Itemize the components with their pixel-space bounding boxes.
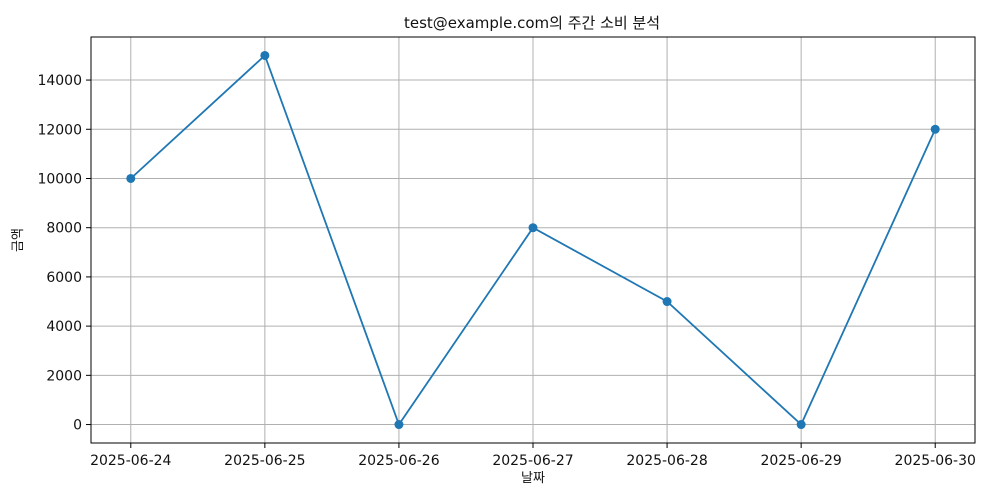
y-tick-label: 6000 (46, 270, 82, 286)
y-tick-label: 12000 (37, 122, 82, 138)
x-tick-label: 2025-06-24 (90, 453, 171, 469)
y-tick-label: 2000 (46, 368, 82, 384)
y-tick-label: 8000 (46, 221, 82, 237)
x-tick-label: 2025-06-26 (358, 453, 439, 469)
y-tick-label: 10000 (37, 171, 82, 187)
x-tick-label: 2025-06-25 (224, 453, 305, 469)
y-axis: 0 2000 4000 6000 8000 10000 12000 14000 (37, 73, 91, 434)
data-point-2025-06-26 (394, 420, 404, 430)
data-point-2025-06-30 (930, 124, 940, 134)
grid-lines (91, 37, 975, 443)
data-point-2025-06-24 (126, 173, 136, 183)
y-tick-label: 14000 (37, 73, 82, 89)
y-axis-title: 금액 (11, 228, 26, 252)
data-point-2025-06-25 (260, 50, 270, 60)
x-tick-label: 2025-06-28 (626, 453, 707, 469)
x-axis: 2025-06-24 2025-06-25 2025-06-26 2025-06-27… (90, 443, 976, 469)
data-point-2025-06-28 (662, 297, 672, 307)
x-tick-label: 2025-06-30 (895, 453, 976, 469)
x-tick-label: 2025-06-27 (492, 453, 573, 469)
y-tick-label: 0 (73, 418, 82, 434)
data-point-2025-06-29 (796, 420, 806, 430)
x-axis-title: 날짜 (521, 471, 545, 486)
data-point-2025-06-27 (528, 223, 538, 233)
chart-title: test@example.com의 주간 소비 분석 (404, 14, 660, 32)
x-tick-label: 2025-06-29 (760, 453, 841, 469)
y-tick-label: 4000 (46, 319, 82, 335)
series-layer (126, 50, 940, 430)
